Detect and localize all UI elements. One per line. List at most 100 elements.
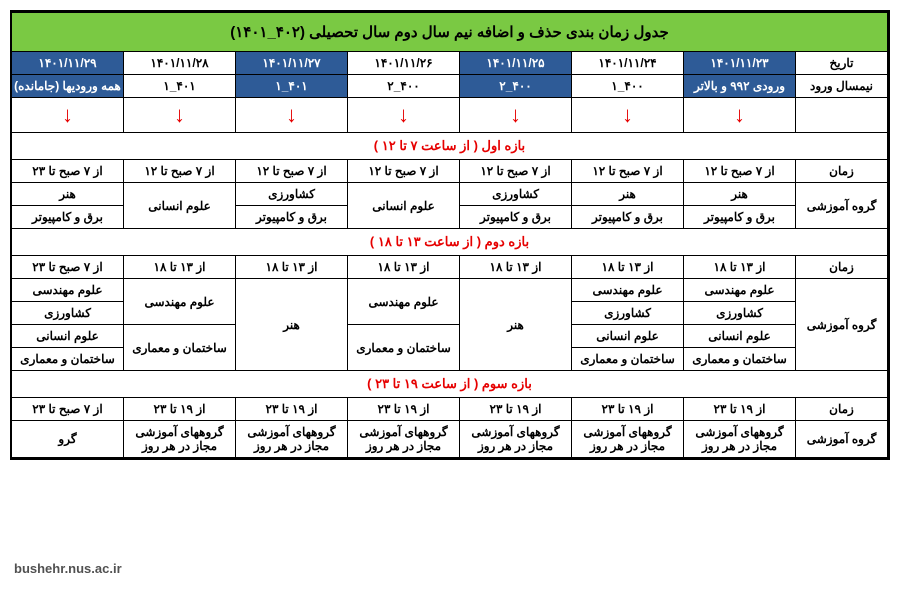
group-cell: علوم انسانی (348, 183, 460, 229)
group-cell: ساختمان و معماری (11, 348, 123, 371)
time-cell: از ۱۳ تا ۱۸ (460, 256, 572, 279)
time-cell: از ۷ صبح تا ۱۲ (236, 160, 348, 183)
row-label-date: تاریخ (796, 52, 888, 75)
down-arrow-icon: ↓ (124, 98, 236, 133)
group-cell: علوم مهندسی (684, 279, 796, 302)
group-cell: ساختمان و معماری (572, 348, 684, 371)
time-cell: از ۱۹ تا ۲۳ (572, 398, 684, 421)
section-3-header: بازه سوم ( از ساعت ۱۹ تا ۲۳ ) (11, 371, 887, 398)
group-cell: ساختمان و معماری (348, 325, 460, 371)
entry-cell: ۴۰۱_۱ (124, 75, 236, 98)
group-cell: برق و کامپیوتر (236, 206, 348, 229)
group-cell: هنر (572, 183, 684, 206)
entry-cell: ۴۰۰_۱ (572, 75, 684, 98)
down-arrow-icon: ↓ (572, 98, 684, 133)
group-cell: علوم مهندسی (124, 279, 236, 325)
group-cell: علوم انسانی (684, 325, 796, 348)
s2-group-row-1: گروه آموزشی علوم مهندسی علوم مهندسی هنر … (11, 279, 887, 302)
entry-cell: ۴۰۰_۲ (460, 75, 572, 98)
time-cell: از ۷ صبح تا ۲۳ (11, 398, 123, 421)
section-1-header: بازه اول ( از ساعت ۷ تا ۱۲ ) (11, 133, 887, 160)
row-label-time: زمان (796, 256, 888, 279)
date-cell: ۱۴۰۱/۱۱/۲۷ (236, 52, 348, 75)
group-cell: برق و کامپیوتر (684, 206, 796, 229)
group-cell: هنر (460, 279, 572, 371)
arrow-spacer (796, 98, 888, 133)
time-cell: از ۱۹ تا ۲۳ (684, 398, 796, 421)
down-arrow-icon: ↓ (460, 98, 572, 133)
group-cell: گروههای آموزشی مجاز در هر روز (572, 421, 684, 458)
group-cell: هنر (684, 183, 796, 206)
time-cell: از ۷ صبح تا ۱۲ (124, 160, 236, 183)
row-label-group: گروه آموزشی (796, 279, 888, 371)
time-cell: از ۷ صبح تا ۲۳ (11, 160, 123, 183)
s2-time-row: زمان از ۱۳ تا ۱۸ از ۱۳ تا ۱۸ از ۱۳ تا ۱۸… (11, 256, 887, 279)
title-row: جدول زمان بندی حذف و اضافه نیم سال دوم س… (11, 13, 887, 52)
time-cell: از ۱۹ تا ۲۳ (460, 398, 572, 421)
schedule-table-container: جدول زمان بندی حذف و اضافه نیم سال دوم س… (10, 10, 890, 460)
date-cell: ۱۴۰۱/۱۱/۲۶ (348, 52, 460, 75)
row-label-group: گروه آموزشی (796, 421, 888, 458)
group-cell: ساختمان و معماری (684, 348, 796, 371)
s3-group-row: گروه آموزشی گروههای آموزشی مجاز در هر رو… (11, 421, 887, 458)
time-cell: از ۱۳ تا ۱۸ (348, 256, 460, 279)
group-cell: گرو (11, 421, 123, 458)
entry-cell: همه ورودیها (جامانده) (11, 75, 123, 98)
date-cell: ۱۴۰۱/۱۱/۲۹ (11, 52, 123, 75)
group-cell: گروههای آموزشی مجاز در هر روز (684, 421, 796, 458)
group-cell: علوم مهندسی (11, 279, 123, 302)
down-arrow-icon: ↓ (236, 98, 348, 133)
time-cell: از ۷ صبح تا ۱۲ (460, 160, 572, 183)
entry-cell: ۴۰۱_۱ (236, 75, 348, 98)
table-title: جدول زمان بندی حذف و اضافه نیم سال دوم س… (11, 13, 887, 52)
section-1-title: بازه اول ( از ساعت ۷ تا ۱۲ ) (11, 133, 887, 160)
group-cell: گروههای آموزشی مجاز در هر روز (236, 421, 348, 458)
group-cell: هنر (236, 279, 348, 371)
arrow-row: ↓ ↓ ↓ ↓ ↓ ↓ ↓ (11, 98, 887, 133)
time-cell: از ۱۳ تا ۱۸ (684, 256, 796, 279)
group-cell: گروههای آموزشی مجاز در هر روز (348, 421, 460, 458)
s1-time-row: زمان از ۷ صبح تا ۱۲ از ۷ صبح تا ۱۲ از ۷ … (11, 160, 887, 183)
entry-cell: ورودی ۹۹۲ و بالاتر (684, 75, 796, 98)
group-cell: کشاورزی (572, 302, 684, 325)
group-cell: علوم انسانی (11, 325, 123, 348)
group-cell: هنر (11, 183, 123, 206)
time-cell: از ۱۹ تا ۲۳ (236, 398, 348, 421)
group-cell: برق و کامپیوتر (11, 206, 123, 229)
entry-cell: ۴۰۰_۲ (348, 75, 460, 98)
group-cell: برق و کامپیوتر (572, 206, 684, 229)
time-cell: از ۷ صبح تا ۱۲ (348, 160, 460, 183)
row-label-time: زمان (796, 398, 888, 421)
section-2-header: بازه دوم ( از ساعت ۱۳ تا ۱۸ ) (11, 229, 887, 256)
group-cell: علوم انسانی (124, 183, 236, 229)
group-cell: کشاورزی (684, 302, 796, 325)
group-cell: گروههای آموزشی مجاز در هر روز (460, 421, 572, 458)
time-cell: از ۷ صبح تا ۲۳ (11, 256, 123, 279)
group-cell: علوم مهندسی (348, 279, 460, 325)
time-cell: از ۱۳ تا ۱۸ (236, 256, 348, 279)
row-label-group: گروه آموزشی (796, 183, 888, 229)
time-cell: از ۱۹ تا ۲۳ (124, 398, 236, 421)
group-cell: ساختمان و معماری (124, 325, 236, 371)
time-cell: از ۱۳ تا ۱۸ (124, 256, 236, 279)
s1-group-row-1: گروه آموزشی هنر هنر کشاورزی علوم انسانی … (11, 183, 887, 206)
group-cell: کشاورزی (460, 183, 572, 206)
group-cell: گروههای آموزشی مجاز در هر روز (124, 421, 236, 458)
date-row: تاریخ ۱۴۰۱/۱۱/۲۳ ۱۴۰۱/۱۱/۲۴ ۱۴۰۱/۱۱/۲۵ ۱… (11, 52, 887, 75)
date-cell: ۱۴۰۱/۱۱/۲۸ (124, 52, 236, 75)
row-label-entry: نیمسال ورود (796, 75, 888, 98)
schedule-table: جدول زمان بندی حذف و اضافه نیم سال دوم س… (11, 12, 888, 458)
date-cell: ۱۴۰۱/۱۱/۲۳ (684, 52, 796, 75)
group-cell: برق و کامپیوتر (460, 206, 572, 229)
group-cell: کشاورزی (11, 302, 123, 325)
group-cell: کشاورزی (236, 183, 348, 206)
entry-row: نیمسال ورود ورودی ۹۹۲ و بالاتر ۴۰۰_۱ ۴۰۰… (11, 75, 887, 98)
time-cell: از ۱۳ تا ۱۸ (572, 256, 684, 279)
group-cell: علوم مهندسی (572, 279, 684, 302)
section-3-title: بازه سوم ( از ساعت ۱۹ تا ۲۳ ) (11, 371, 887, 398)
watermark: bushehr.nus.ac.ir (14, 561, 122, 576)
group-cell: علوم انسانی (572, 325, 684, 348)
date-cell: ۱۴۰۱/۱۱/۲۴ (572, 52, 684, 75)
down-arrow-icon: ↓ (684, 98, 796, 133)
date-cell: ۱۴۰۱/۱۱/۲۵ (460, 52, 572, 75)
